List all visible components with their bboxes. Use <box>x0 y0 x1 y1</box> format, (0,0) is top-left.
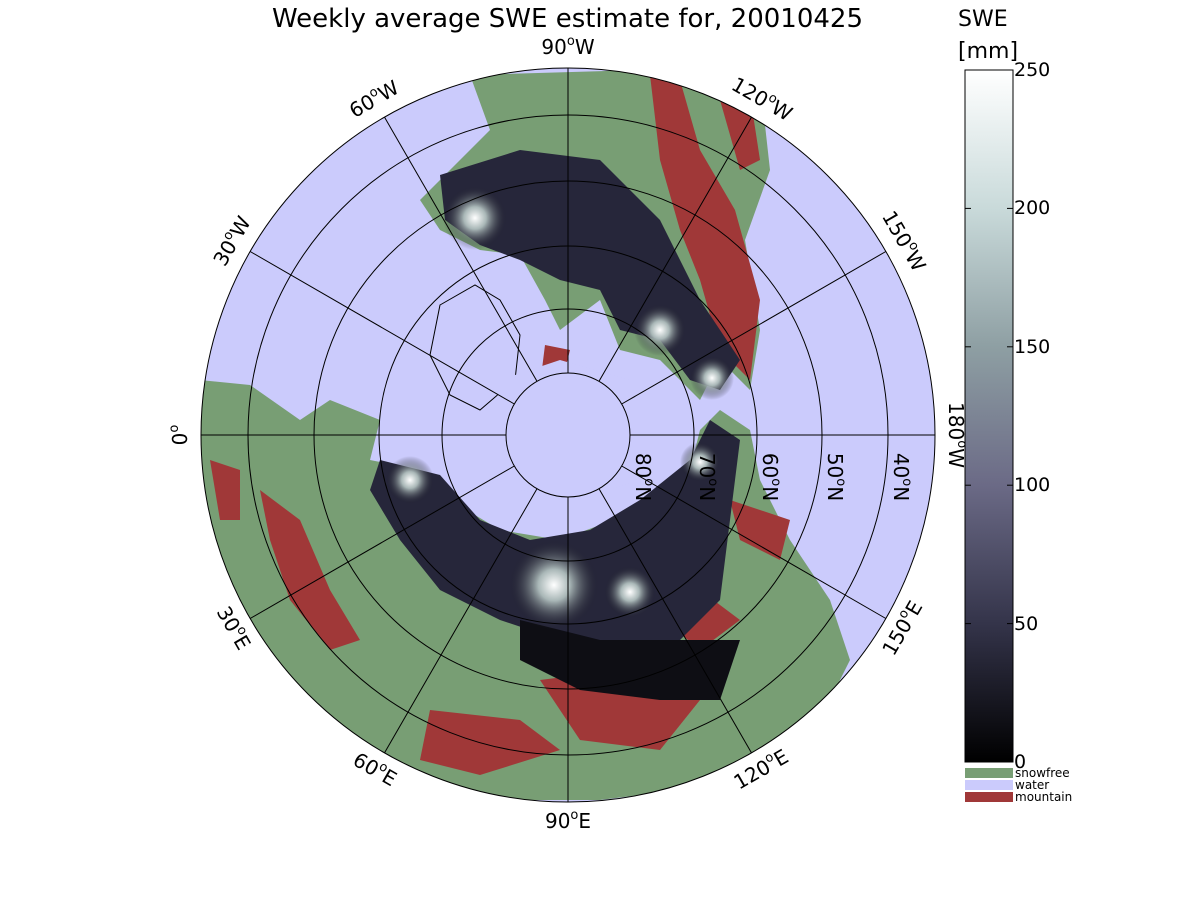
colorbar-tick-label: 100 <box>1014 474 1051 497</box>
map-border <box>200 67 936 803</box>
colorbar-tick-label: 200 <box>1014 197 1051 220</box>
swe-siberia-dark <box>520 620 740 700</box>
meridian-line <box>384 116 538 382</box>
category-label-mountain: mountain <box>1015 790 1073 804</box>
colorbar-title: SWE [mm] <box>958 4 1018 68</box>
map-disk <box>201 68 935 802</box>
map-title: Weekly average SWE estimate for, 2001042… <box>271 4 863 34</box>
parallel-label: 50oN <box>824 453 849 501</box>
meridian-line <box>384 488 538 754</box>
parallel-label: 70oN <box>696 453 721 501</box>
meridian-line <box>249 465 515 619</box>
swe-maxima <box>386 186 734 630</box>
colorbar-tick-label: 150 <box>1014 335 1051 358</box>
colorbar-title-line1: SWE <box>958 7 1008 32</box>
category-swatch-snowfree <box>965 768 1013 778</box>
meridian-line <box>598 116 752 382</box>
meridian-line <box>621 251 887 405</box>
colorbar-tick-label: 50 <box>1014 612 1039 635</box>
colorbar <box>964 69 1014 763</box>
category-label-snowfree: snowfree <box>1015 766 1070 780</box>
category-label-water: water <box>1015 778 1050 792</box>
meridians <box>201 68 935 802</box>
arctic-ocean <box>490 360 660 500</box>
parallel-label: 60oN <box>759 453 784 501</box>
category-swatch-mountain <box>965 792 1013 802</box>
meridian-line <box>598 488 752 754</box>
parallel-label: 40oN <box>890 453 915 501</box>
parallel-labels: 80oN 70oN 60oN 50oN 40oN <box>632 453 915 501</box>
parallel-label: 80oN <box>632 453 657 501</box>
meridian-line <box>249 251 515 405</box>
colorbar-tick-label: 0 <box>1014 751 1027 773</box>
category-swatch-water <box>965 780 1013 790</box>
meridian-label: 90oW <box>541 34 594 59</box>
meridian-label: 90oE <box>545 808 591 833</box>
meridian-line <box>621 465 887 619</box>
meridian-label: 0o <box>167 425 192 446</box>
colorbar-tick-label: 250 <box>1014 59 1051 81</box>
colorbar-ticks <box>965 69 1013 763</box>
colorbar-title-line2: [mm] <box>958 39 1019 64</box>
